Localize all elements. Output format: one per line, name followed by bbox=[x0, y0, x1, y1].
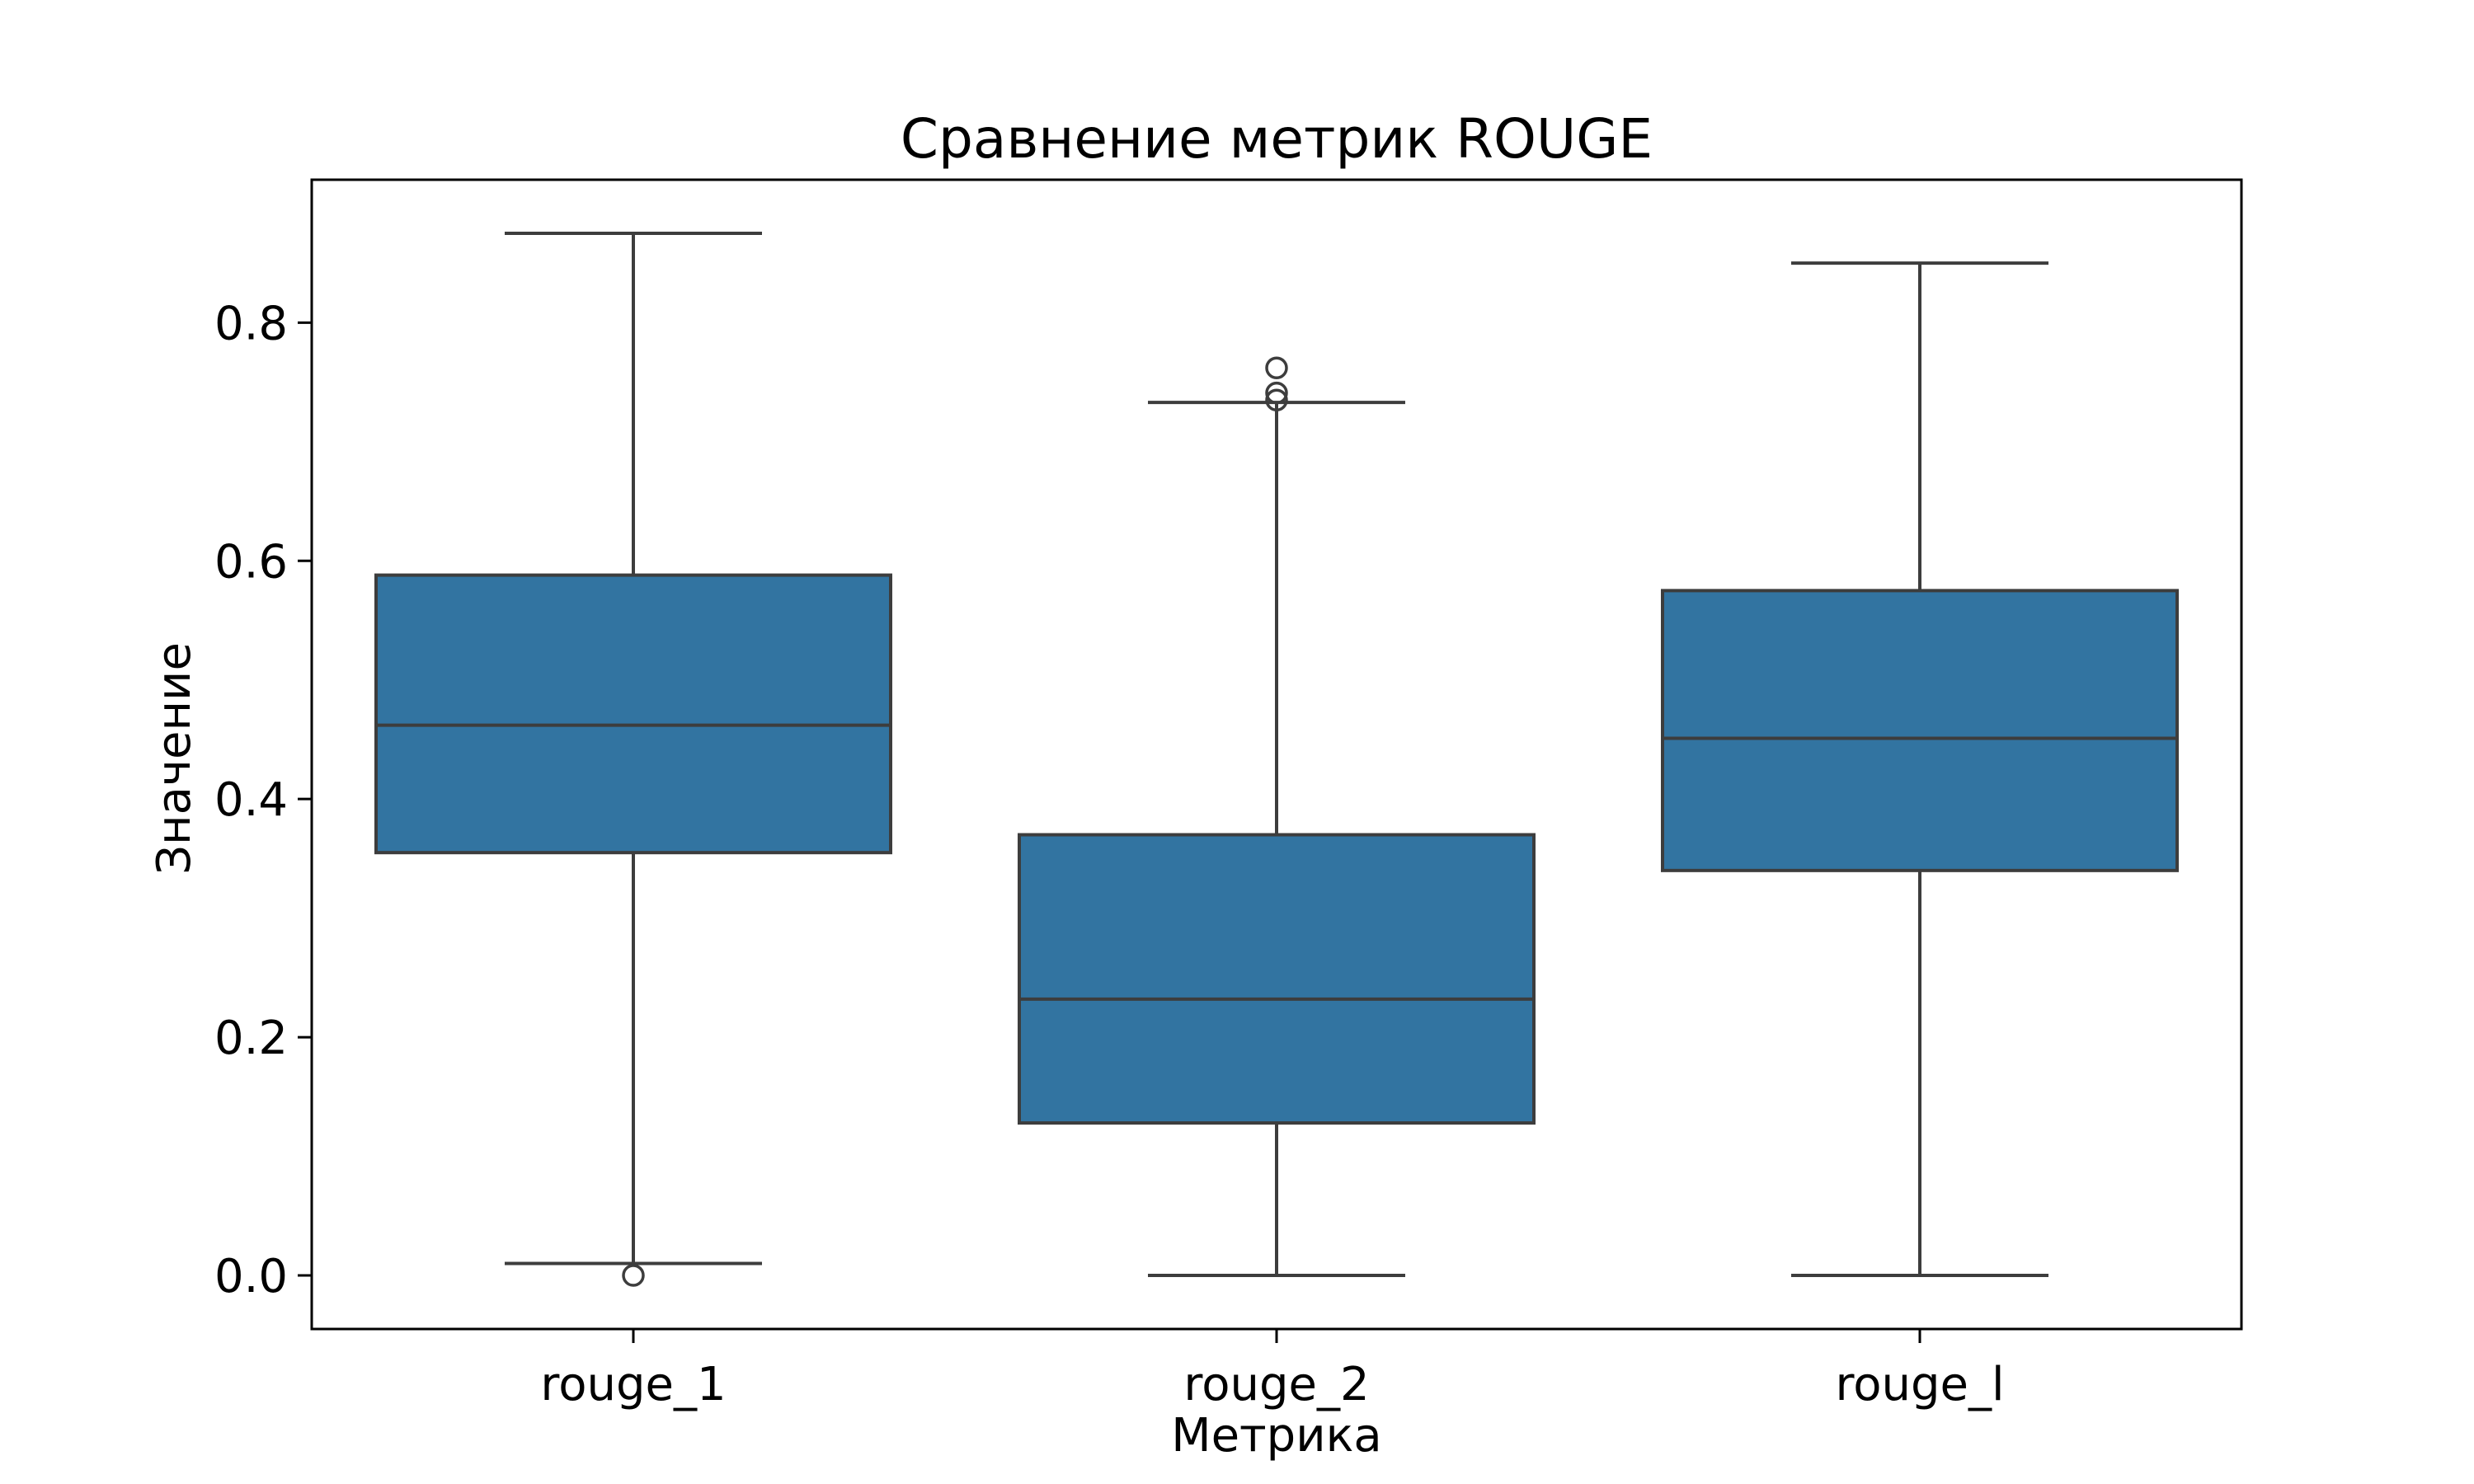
x-tick-label-rouge_l: rouge_l bbox=[1835, 1358, 2004, 1411]
y-tick-label-4: 0.8 bbox=[214, 297, 288, 350]
x-tick-label-rouge_1: rouge_1 bbox=[540, 1358, 726, 1411]
x-axis-label: Метрика bbox=[1171, 1409, 1381, 1463]
box-rouge_2 bbox=[1018, 833, 1536, 1125]
outlier-rouge_2-2 bbox=[1265, 388, 1288, 411]
outlier-rouge_2-1 bbox=[1265, 381, 1288, 405]
outlier-rouge_1-0 bbox=[622, 1264, 645, 1287]
box-rouge_1 bbox=[374, 573, 892, 855]
plot-area: 0.0 0.2 0.4 0.6 0.8 rouge_1 rouge_2 rouge_l bbox=[214, 178, 2243, 1411]
y-tick-label-3: 0.6 bbox=[214, 535, 288, 589]
box-rouge_l bbox=[1661, 589, 2179, 872]
y-tick-label-1: 0.2 bbox=[214, 1012, 288, 1065]
x-tick-label-rouge_2: rouge_2 bbox=[1183, 1358, 1369, 1411]
chart-title: Сравнение метрик ROUGE bbox=[901, 107, 1653, 171]
y-axis-label: Значение bbox=[148, 642, 201, 875]
y-tick-label-0: 0.0 bbox=[214, 1250, 288, 1303]
y-tick-label-2: 0.4 bbox=[214, 773, 288, 827]
outlier-rouge_2-0 bbox=[1265, 356, 1288, 379]
